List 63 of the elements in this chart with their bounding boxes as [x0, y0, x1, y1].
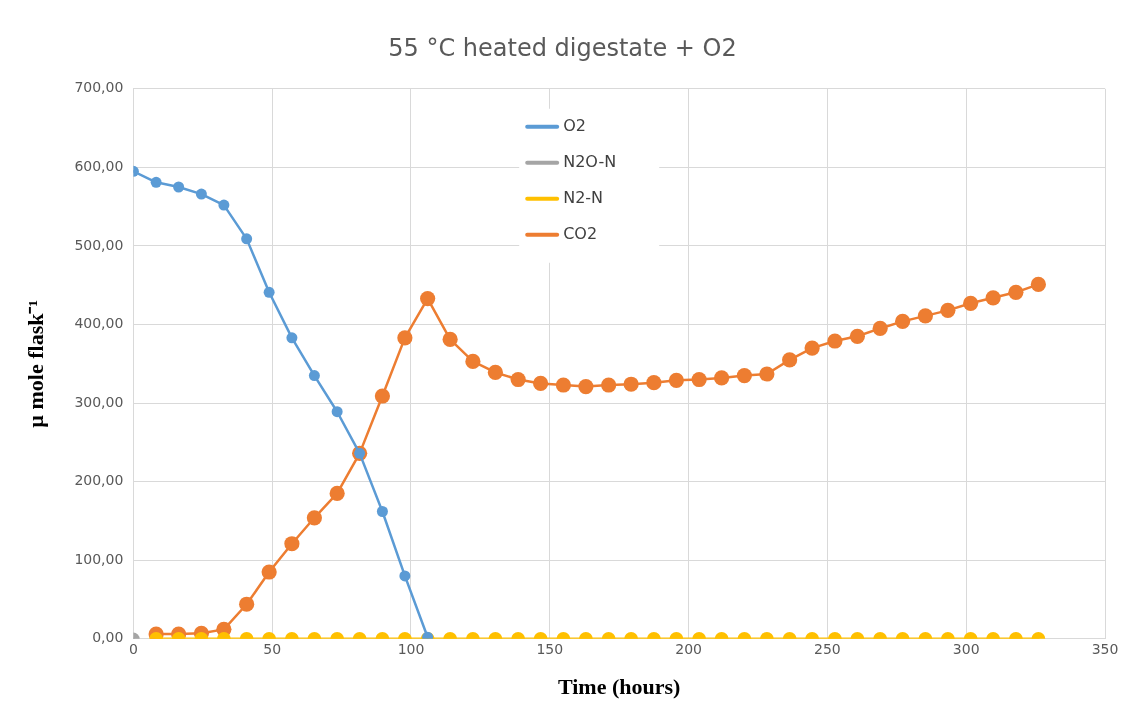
point	[308, 370, 320, 382]
point	[940, 302, 956, 318]
x-tick-label: 100	[397, 640, 425, 657]
legend-label: CO2	[563, 223, 598, 243]
point	[782, 352, 798, 368]
legend-label: O2	[563, 115, 586, 135]
point	[195, 188, 207, 200]
point	[601, 377, 617, 393]
point	[329, 485, 345, 502]
x-tick-label: 350	[1091, 640, 1119, 657]
point	[331, 406, 343, 418]
point	[623, 376, 639, 392]
y-tick-label: 100,00	[74, 550, 124, 567]
point	[420, 290, 436, 307]
point	[150, 176, 162, 188]
legend-label: N2O-N	[563, 151, 617, 171]
point	[714, 370, 730, 386]
point	[827, 333, 843, 349]
point	[286, 332, 298, 344]
x-axis-title: Time (hours)	[557, 674, 681, 700]
point	[668, 372, 684, 388]
point	[804, 340, 820, 356]
point	[1030, 276, 1046, 293]
y-tick-label: 200,00	[74, 472, 124, 489]
x-tick-label: 150	[536, 640, 564, 657]
point	[646, 375, 662, 391]
x-tick-label: 250	[814, 640, 841, 657]
y-tick-label: 500,00	[74, 236, 124, 253]
x-tick-label: 300	[952, 640, 980, 657]
point	[241, 233, 253, 245]
point	[917, 308, 933, 324]
point	[872, 320, 888, 337]
y-tick-label: 0,00	[92, 629, 124, 646]
chart-title: 55 °C heated digestate + O2	[388, 33, 737, 62]
x-tick-label: 50	[263, 640, 282, 657]
point	[218, 199, 230, 211]
point	[759, 366, 775, 382]
y-tick-label: 600,00	[74, 158, 124, 175]
point	[1008, 284, 1024, 300]
point	[555, 377, 571, 393]
legend-label: N2-N	[563, 187, 604, 207]
point	[374, 388, 390, 404]
point	[442, 331, 458, 348]
point	[963, 295, 979, 311]
x-tick-label: 200	[675, 640, 702, 657]
point	[487, 364, 503, 381]
point	[173, 181, 185, 193]
point	[985, 290, 1001, 306]
point	[849, 328, 865, 344]
y-tick-label: 300,00	[74, 393, 124, 410]
y-tick-label: 400,00	[74, 315, 124, 332]
point	[510, 371, 526, 388]
point	[578, 378, 594, 395]
point	[465, 353, 481, 370]
point	[397, 330, 413, 346]
y-axis-title: µ mole flask⁻¹	[22, 299, 48, 428]
y-tick-label: 700,00	[74, 79, 124, 96]
point	[895, 313, 911, 329]
x-tick-label: 0	[128, 640, 138, 657]
point	[736, 367, 752, 384]
point	[691, 371, 707, 388]
point	[533, 375, 549, 392]
point	[263, 286, 275, 298]
